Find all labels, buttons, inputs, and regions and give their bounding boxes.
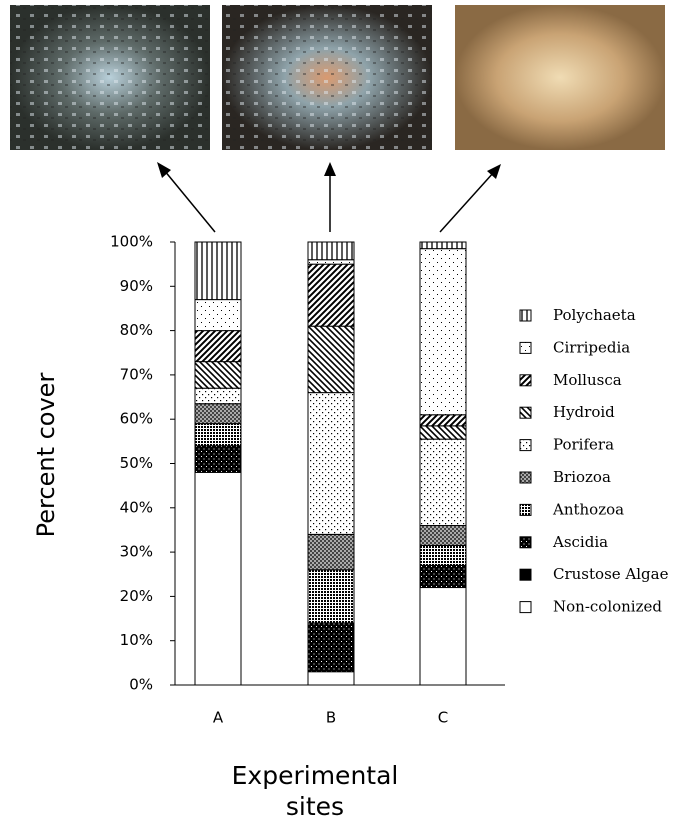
bar-segment — [195, 362, 241, 389]
bar-segment — [308, 260, 354, 264]
bar-segment — [420, 526, 466, 546]
y-tick-label: 100% — [110, 233, 153, 251]
y-tick-label: 90% — [120, 277, 153, 295]
legend-swatch — [520, 504, 531, 515]
y-tick-label: 0% — [129, 676, 153, 694]
bar-segment — [420, 588, 466, 685]
legend-label: Anthozoa — [552, 500, 624, 518]
bar-segment — [308, 326, 354, 392]
x-axis-title: Experimental sites — [215, 760, 415, 822]
bar-segment — [195, 446, 241, 473]
bar-segment — [420, 415, 466, 426]
bar-segment — [195, 300, 241, 331]
arrows — [164, 170, 494, 232]
x-tick-label: C — [438, 709, 448, 727]
legend-label: Briozoa — [553, 468, 611, 486]
legend-swatch — [520, 310, 531, 321]
legend-swatch — [520, 375, 531, 386]
y-tick-label: 60% — [120, 410, 153, 428]
legend-label: Crustose Algae — [553, 565, 669, 583]
x-tick-label: B — [326, 709, 336, 727]
chart: Percent cover 0% 10% 20% 30% 40% 50% 60% 70% 80%… — [0, 0, 684, 829]
bar-segment — [195, 404, 241, 424]
bar-segment — [420, 426, 466, 439]
arrow — [164, 170, 215, 232]
legend-label: Cirripedia — [553, 338, 630, 356]
bar-segment — [308, 393, 354, 535]
bar-segment — [195, 472, 241, 685]
photos — [10, 5, 665, 150]
bar-segment — [308, 623, 354, 672]
bar-segment — [420, 565, 466, 587]
bar-segment — [308, 242, 354, 260]
legend-swatch — [520, 407, 531, 418]
y-tick-label: 50% — [120, 454, 153, 472]
photo-texture — [10, 5, 210, 150]
x-tick-label: A — [213, 709, 224, 727]
legend-swatch — [520, 440, 531, 451]
legend-swatch — [520, 342, 531, 353]
y-tick-label: 80% — [120, 321, 153, 339]
bar-segment — [195, 242, 241, 300]
page: {"chart_data": {"type": "stacked-bar", "… — [0, 0, 684, 829]
y-tick-label: 40% — [120, 498, 153, 516]
arrow — [440, 172, 494, 232]
y-tick-label: 30% — [120, 543, 153, 561]
photo-c — [455, 5, 665, 150]
y-tick-label: 70% — [120, 365, 153, 383]
legend-swatch — [520, 537, 531, 548]
bar-segment — [420, 242, 466, 249]
bar-segment — [308, 534, 354, 569]
y-tick-label: 10% — [120, 631, 153, 649]
arrow-head — [324, 162, 336, 176]
legend-label: Hydroid — [553, 403, 615, 421]
legend-swatch — [520, 472, 531, 483]
legend-label: Non-colonized — [553, 598, 662, 616]
legend-swatch — [520, 569, 531, 580]
photo-texture — [222, 5, 432, 150]
bar-segment — [420, 545, 466, 565]
legend-label: Polychaeta — [553, 306, 636, 324]
bar-segment — [308, 264, 354, 326]
bar-segment — [420, 439, 466, 525]
legend-swatch — [520, 602, 531, 613]
bar-segment — [308, 672, 354, 685]
y-axis-title: Percent cover — [32, 373, 60, 538]
bar-segment — [195, 424, 241, 446]
bar-segment — [420, 249, 466, 415]
legend-label: Ascidia — [552, 533, 608, 551]
bar-segment — [195, 388, 241, 404]
legend-label: Mollusca — [553, 371, 622, 389]
bar-segment — [195, 331, 241, 362]
bar-segment — [308, 570, 354, 623]
y-tick-label: 20% — [120, 587, 153, 605]
legend-label: Porifera — [553, 436, 614, 454]
